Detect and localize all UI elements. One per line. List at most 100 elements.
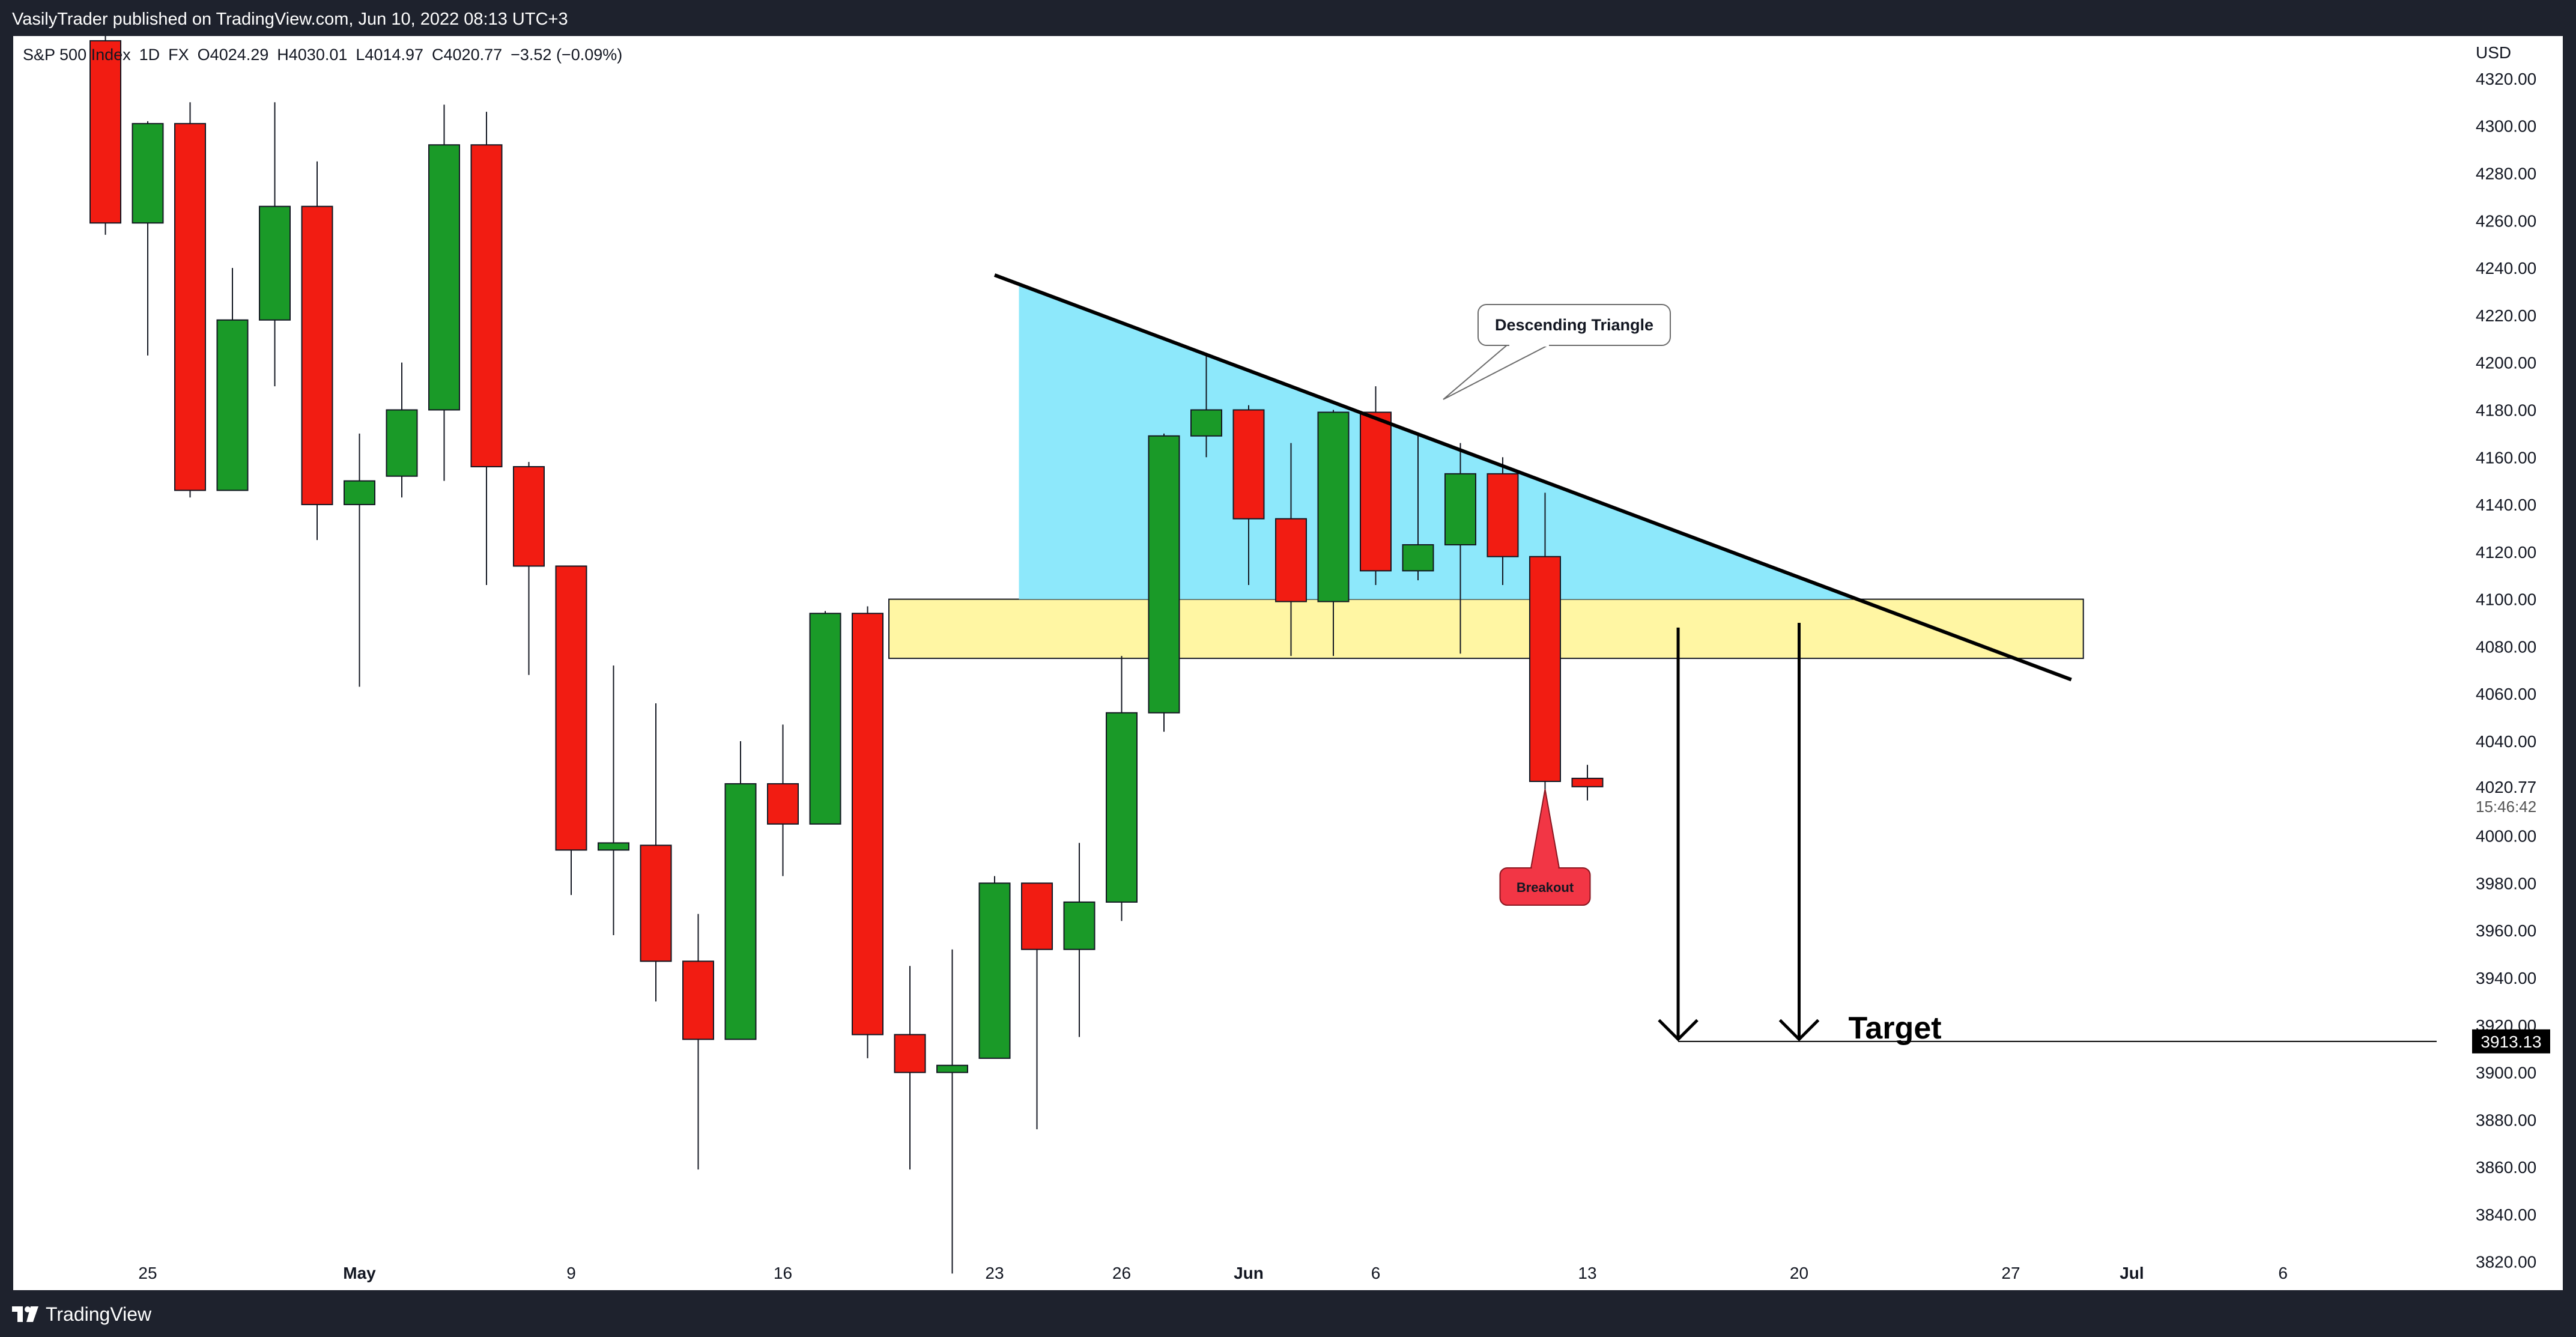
target-price-label: 3913.13 bbox=[2481, 1032, 2541, 1051]
candle-body-down bbox=[555, 565, 587, 851]
price-axis-tick: 4040.00 bbox=[2476, 732, 2536, 751]
candle[interactable] bbox=[978, 876, 1011, 1059]
price-axis-tick: 3820.00 bbox=[2476, 1253, 2536, 1272]
candle-body-down bbox=[1021, 882, 1053, 950]
time-axis-tick: 26 bbox=[1112, 1264, 1131, 1282]
time-axis-tick: 6 bbox=[1371, 1264, 1381, 1282]
target-label: Target bbox=[1849, 1011, 1942, 1046]
candle-body-up bbox=[1106, 712, 1138, 903]
candle-body-up bbox=[1444, 473, 1476, 546]
candle[interactable] bbox=[1190, 353, 1222, 458]
price-axis-tick: 4180.00 bbox=[2476, 401, 2536, 419]
candle[interactable] bbox=[724, 741, 757, 1040]
ohlc-close: C4020.77 bbox=[432, 46, 503, 64]
candle-body-up bbox=[428, 144, 460, 411]
candle[interactable] bbox=[809, 611, 841, 825]
candle[interactable] bbox=[894, 966, 926, 1170]
price-axis-tick: 3960.00 bbox=[2476, 921, 2536, 940]
candle-body-down bbox=[89, 40, 121, 224]
candle[interactable] bbox=[1402, 433, 1434, 581]
candle[interactable] bbox=[1444, 443, 1476, 654]
symbol-interval[interactable]: 1D bbox=[139, 46, 160, 64]
candle[interactable] bbox=[1232, 405, 1265, 585]
candle-body-up bbox=[386, 409, 418, 477]
time-axis-tick: 20 bbox=[1790, 1264, 1808, 1282]
tradingview-logo-icon bbox=[12, 1306, 38, 1322]
candle-body-down bbox=[894, 1034, 926, 1073]
candle[interactable] bbox=[852, 606, 883, 1058]
time-axis-tick: 16 bbox=[774, 1264, 792, 1282]
chart-panel[interactable]: Target Descending Triangle Breakout USD 382… bbox=[13, 36, 2563, 1290]
candle-body-down bbox=[174, 123, 206, 491]
candle-body-down bbox=[640, 844, 672, 962]
candle-body-up bbox=[936, 1064, 968, 1073]
candle[interactable] bbox=[1360, 386, 1392, 585]
candle[interactable] bbox=[1529, 493, 1561, 803]
candle[interactable] bbox=[1275, 443, 1307, 656]
last-price-label: 4020.77 bbox=[2476, 778, 2536, 796]
breakout-joint bbox=[1532, 865, 1559, 871]
candle[interactable] bbox=[1571, 765, 1604, 801]
price-axis-tick: 3840.00 bbox=[2476, 1205, 2536, 1224]
candle[interactable] bbox=[174, 102, 206, 498]
target-arrow-head bbox=[1658, 1019, 1699, 1041]
price-axis-tick: 4220.00 bbox=[2476, 306, 2536, 325]
time-axis-tick: 6 bbox=[2278, 1264, 2288, 1282]
candle[interactable] bbox=[1021, 882, 1053, 1130]
candle[interactable] bbox=[386, 362, 418, 498]
candle[interactable] bbox=[1148, 433, 1180, 732]
publisher-text: VasilyTrader published on TradingView.co… bbox=[12, 10, 568, 29]
candle[interactable] bbox=[682, 914, 714, 1170]
candle-body-down bbox=[1275, 518, 1307, 602]
candle[interactable] bbox=[1106, 656, 1138, 921]
countdown-label: 15:46:42 bbox=[2476, 798, 2536, 816]
candle[interactable] bbox=[216, 268, 249, 491]
time-axis-tick: Jun bbox=[1234, 1264, 1264, 1282]
candle-body-up bbox=[1317, 411, 1350, 602]
candle[interactable] bbox=[513, 462, 545, 675]
candle[interactable] bbox=[89, 36, 121, 235]
candle[interactable] bbox=[1317, 410, 1350, 656]
candle-body-down bbox=[1487, 473, 1519, 557]
callout-box bbox=[1477, 304, 1671, 346]
target-price-tag bbox=[2472, 1029, 2550, 1054]
candle[interactable] bbox=[555, 565, 587, 896]
price-axis-tick: 4080.00 bbox=[2476, 637, 2536, 656]
time-axis-tick: 25 bbox=[138, 1264, 157, 1282]
price-axis-tick: 3900.00 bbox=[2476, 1064, 2536, 1082]
candle[interactable] bbox=[767, 724, 799, 876]
price-axis-tick: 3980.00 bbox=[2476, 874, 2536, 893]
breakout-pointer bbox=[1530, 789, 1560, 870]
time-axis-tick: 13 bbox=[1578, 1264, 1596, 1282]
price-axis-tick: 4120.00 bbox=[2476, 543, 2536, 562]
candle-body-up bbox=[598, 842, 629, 851]
candle[interactable] bbox=[344, 433, 375, 687]
candlestick-chart[interactable]: Target Descending Triangle Breakout USD 382… bbox=[13, 36, 2563, 1290]
candle-body-up bbox=[1063, 901, 1096, 950]
candle[interactable] bbox=[598, 665, 629, 936]
candle[interactable] bbox=[428, 105, 460, 481]
candle-body-up bbox=[132, 123, 164, 224]
candle-body-down bbox=[1571, 777, 1604, 787]
target-arrow-head bbox=[1778, 1019, 1820, 1041]
candle[interactable] bbox=[1487, 457, 1519, 585]
candle-body-up bbox=[216, 319, 249, 491]
descending-trendline bbox=[993, 273, 2072, 682]
candle[interactable] bbox=[301, 161, 333, 541]
price-axis-currency: USD bbox=[2476, 43, 2511, 62]
candle[interactable] bbox=[936, 949, 968, 1274]
support-zone bbox=[888, 598, 2084, 659]
symbol-exchange: FX bbox=[168, 46, 189, 64]
candle[interactable] bbox=[470, 112, 503, 585]
candle-body-down bbox=[470, 144, 503, 468]
price-axis-tick: 3860.00 bbox=[2476, 1158, 2536, 1177]
candle[interactable] bbox=[259, 102, 291, 387]
candle[interactable] bbox=[1063, 843, 1096, 1037]
tradingview-brand[interactable]: TradingView bbox=[12, 1302, 151, 1326]
candle-body-up bbox=[724, 783, 757, 1040]
price-axis-tick: 4160.00 bbox=[2476, 448, 2536, 467]
symbol-name[interactable]: S&P 500 Index bbox=[23, 46, 131, 64]
candle[interactable] bbox=[640, 703, 672, 1002]
candle[interactable] bbox=[132, 121, 164, 356]
footer-bar: TradingView bbox=[0, 1290, 2576, 1337]
